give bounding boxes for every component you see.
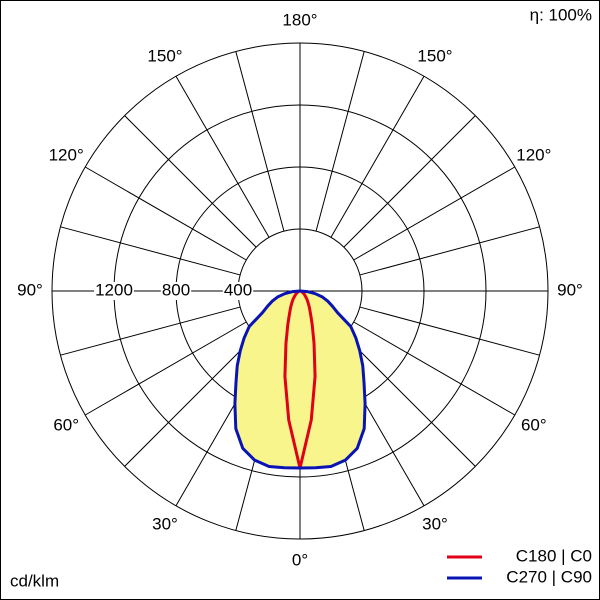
angle-label: 150°	[417, 47, 452, 66]
grid-line	[235, 51, 285, 232]
label-bg	[515, 147, 553, 165]
grid-line	[124, 115, 257, 248]
angle-label: 120°	[516, 145, 551, 164]
label-bg	[94, 282, 134, 300]
label-bg	[47, 147, 85, 165]
grid-line	[330, 75, 425, 238]
angle-label: 30°	[422, 514, 448, 533]
grid-line	[84, 321, 247, 416]
grid-line	[343, 115, 476, 248]
angle-label: 60°	[53, 415, 79, 434]
grid-line	[353, 321, 516, 416]
label-bg	[16, 282, 44, 300]
r-tick-label: 800	[162, 280, 190, 299]
label-bg	[222, 282, 254, 300]
label-bg	[421, 515, 449, 534]
legend: C180 | C0 C270 | C90	[447, 546, 592, 586]
legend-label: C270 | C90	[506, 567, 592, 586]
angle-label: 180°	[282, 10, 317, 29]
grid-line	[60, 226, 241, 276]
grid-line	[359, 306, 540, 356]
grid-line	[359, 226, 540, 276]
label-bg	[519, 417, 548, 435]
label-bg	[281, 12, 319, 30]
plot	[233, 289, 367, 470]
grid-line	[124, 334, 257, 467]
grid-line	[343, 334, 476, 467]
curve	[299, 289, 367, 470]
angle-label: 60°	[521, 415, 547, 434]
label-bg	[556, 282, 584, 300]
grid-line	[60, 306, 241, 356]
angle-label: 30°	[152, 514, 178, 533]
label-bg	[416, 48, 454, 67]
angle-label: 0°	[292, 550, 308, 569]
angle-label: 90°	[17, 280, 43, 299]
label-bg	[52, 417, 81, 435]
r-tick-label: 1200	[95, 280, 133, 299]
angle-label: 90°	[557, 280, 583, 299]
r-tick-label: 400	[224, 280, 252, 299]
grid-line	[84, 166, 247, 261]
curve	[233, 289, 301, 470]
grid-line	[315, 51, 365, 232]
angle-label: 150°	[147, 47, 182, 66]
label-bg	[290, 552, 310, 570]
light-area	[234, 291, 300, 469]
unit-label: cd/klm	[10, 571, 59, 590]
grid-line	[175, 75, 270, 238]
light-area	[300, 291, 366, 469]
labels: 400 800 1200 0° 30° 30° 60° 60° 90° 90° 120° 120° 15…	[16, 10, 584, 570]
legend-label: C180 | C0	[516, 546, 592, 565]
angle-label: 120°	[49, 145, 84, 164]
efficiency: η: 100%	[530, 5, 592, 24]
label-bg	[146, 48, 184, 67]
grid-line	[353, 166, 516, 261]
label-bg	[151, 515, 179, 534]
label-bg	[160, 282, 192, 300]
